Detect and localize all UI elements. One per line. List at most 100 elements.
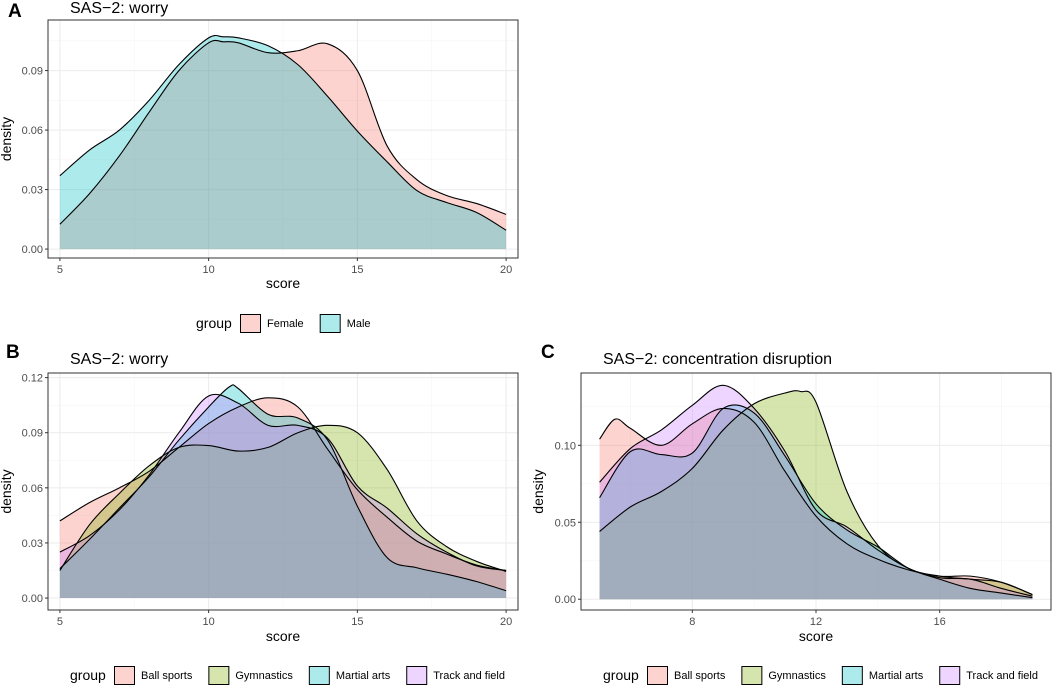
panel-a-x-tick-label: 20 (500, 264, 512, 276)
panel-a-density-female (59, 40, 507, 250)
panel-a-outline-female (59, 39, 507, 225)
panel-a-legend-title: group (196, 315, 232, 331)
panel-a-legend-swatch-female (240, 314, 261, 333)
panel-c-legend-label-ball-sports: Ball sports (674, 670, 726, 682)
panel-b-y-tick-label: 0.12 (22, 373, 43, 385)
panel-b-legend-title: group (70, 667, 106, 683)
panel-c-legend-swatch-martial-arts (841, 666, 863, 685)
panel-b-x-tick-label: 10 (203, 616, 215, 628)
panel-b-legend-key-bg (114, 666, 135, 685)
panel-b-y-tick-label: 0.00 (22, 593, 43, 605)
panel-b-legend-label-gymnastics: Gymnastics (235, 670, 293, 682)
panel-b-x-tick-label: 5 (57, 616, 63, 628)
panel-a-legend: group Female Male (196, 314, 371, 333)
panel-b-legend-key-bg (308, 666, 330, 685)
panel-c-legend-item-martial-arts: Martial arts (841, 666, 924, 685)
panel-c-legend-swatch-ball-sports (647, 666, 668, 685)
panel-b-legend-label-track-and-field: Track and field (433, 670, 505, 682)
panel-b-outline-ball-sports (59, 397, 507, 572)
panel-b-x-tick-label: 15 (351, 616, 363, 628)
panel-c-title: SAS−2: concentration disruption (603, 351, 832, 368)
panel-b-legend-item-martial-arts: Martial arts (308, 666, 391, 685)
panel-b-outline-gymnastics (59, 424, 507, 572)
panel-a-legend-key-bg (240, 314, 261, 333)
panel-b-density-ball-sports (59, 397, 507, 599)
panel-c-legend-label-gymnastics: Gymnastics (768, 670, 826, 682)
panel-b-y-axis-title: density (0, 469, 14, 513)
panel-b-legend-swatch-martial-arts (308, 666, 330, 685)
panel-c-y-tick-label: 0.05 (555, 517, 576, 529)
panel-b-density-track-and-field (59, 394, 507, 599)
panel-a-x-axis-title: score (266, 275, 300, 291)
panel-b-legend-item-gymnastics: Gymnastics (208, 666, 293, 685)
panel-b-outline-track-and-field (59, 393, 507, 572)
panel-a-x-tick-label: 5 (57, 264, 63, 276)
panel-b-x-tick-label: 20 (500, 616, 512, 628)
panel-c-legend-key-bg (841, 666, 863, 685)
panel-c-outline-gymnastics (599, 390, 1033, 596)
panel-a-border (47, 19, 519, 259)
panel-a-legend-key-bg (319, 314, 341, 333)
panel-b-border (47, 372, 519, 611)
panel-a-y-tick-label: 0.03 (22, 185, 43, 197)
panel-b-density-martial-arts (59, 384, 507, 599)
panel-c-legend-swatch-track-and-field (939, 666, 961, 685)
panel-b-plot: 5 10 15 20 0.00 0.03 0.06 0.09 0.12 score density (0, 372, 519, 644)
panel-c-outline-track-and-field (599, 384, 1033, 597)
panel-a-letter: A (8, 1, 22, 22)
panel-c-legend-item-track-and-field: Track and field (939, 666, 1038, 685)
panel-c-legend-item-ball-sports: Ball sports (647, 666, 726, 685)
panel-b-title: SAS−2: worry (70, 351, 168, 368)
panel-b-legend-swatch-track-and-field (406, 666, 428, 685)
panel-a-legend-label-female: Female (267, 318, 304, 330)
panel-c-legend-item-gymnastics: Gymnastics (741, 666, 826, 685)
panel-a-outline-male (59, 34, 507, 231)
panel-c-legend-swatch-gymnastics (741, 666, 763, 685)
panel-c-density-ball-sports (599, 408, 1033, 600)
panel-a-x-tick-label: 15 (351, 264, 363, 276)
panel-a-density-male (59, 35, 507, 250)
panel-b-x-axis-title: score (266, 628, 300, 644)
panel-c-legend-key-bg (647, 666, 668, 685)
panel-a-legend-item-male: Male (319, 314, 371, 333)
panel-b-legend-item-ball-sports: Ball sports (114, 666, 193, 685)
panel-c-legend-label-martial-arts: Martial arts (869, 670, 924, 682)
panel-a-plot: 5 10 15 20 0.00 0.03 0.06 0.09 score density (0, 19, 519, 291)
panel-a: A SAS−2: worry 5 10 15 20 0.00 0.03 0.06 0.09 sc… (0, 0, 519, 333)
panel-a-y-tick-label: 0.06 (22, 125, 43, 137)
panel-b-legend-swatch-gymnastics (208, 666, 230, 685)
panel-a-x-tick-label: 10 (203, 264, 215, 276)
panel-a-title: SAS−2: worry (70, 0, 168, 17)
panel-b-y-tick-label: 0.03 (22, 538, 43, 550)
panel-c-letter: C (541, 342, 555, 363)
panel-a-legend-item-female: Female (240, 314, 304, 333)
panel-c-legend-label-track-and-field: Track and field (966, 670, 1038, 682)
panel-b-y-tick-label: 0.06 (22, 483, 43, 495)
panel-a-legend-swatch-male (319, 314, 341, 333)
panel-c-legend-title: group (603, 667, 639, 683)
panel-c-x-tick-label: 16 (934, 616, 946, 628)
panel-b-legend-key-bg (208, 666, 230, 685)
panel-c-y-tick-label: 0.10 (555, 440, 576, 452)
panel-b-letter: B (6, 342, 20, 363)
panel-c-density-martial-arts (599, 404, 1033, 600)
panel-c-legend-key-bg (741, 666, 763, 685)
panel-c-plot: 8 12 16 0.00 0.05 0.10 score density (530, 372, 1052, 644)
panel-c-x-tick-label: 12 (810, 616, 822, 628)
panel-c-legend: group Ball sports Gymnastics Martial arts Tr… (603, 666, 1038, 685)
panel-c-x-tick-label: 8 (689, 616, 695, 628)
panel-c-legend-key-bg (939, 666, 961, 685)
panel-a-legend-label-male: Male (347, 318, 371, 330)
panel-b-legend-label-martial-arts: Martial arts (336, 670, 391, 682)
panel-c-density-track-and-field (599, 385, 1033, 600)
panel-c-outline-martial-arts (599, 404, 1033, 599)
panel-b-density-gymnastics (59, 425, 507, 599)
panel-b: B SAS−2: worry 5 10 15 20 0.00 0.03 0.06 0.09 0.… (0, 342, 519, 685)
panel-b-legend-item-track-and-field: Track and field (406, 666, 505, 685)
panel-b-y-tick-label: 0.09 (22, 428, 43, 440)
panel-a-y-tick-label: 0.00 (22, 244, 43, 256)
panel-b-legend-key-bg (406, 666, 428, 685)
panel-c-y-tick-label: 0.00 (555, 594, 576, 606)
panel-c-y-axis-title: density (530, 469, 546, 513)
